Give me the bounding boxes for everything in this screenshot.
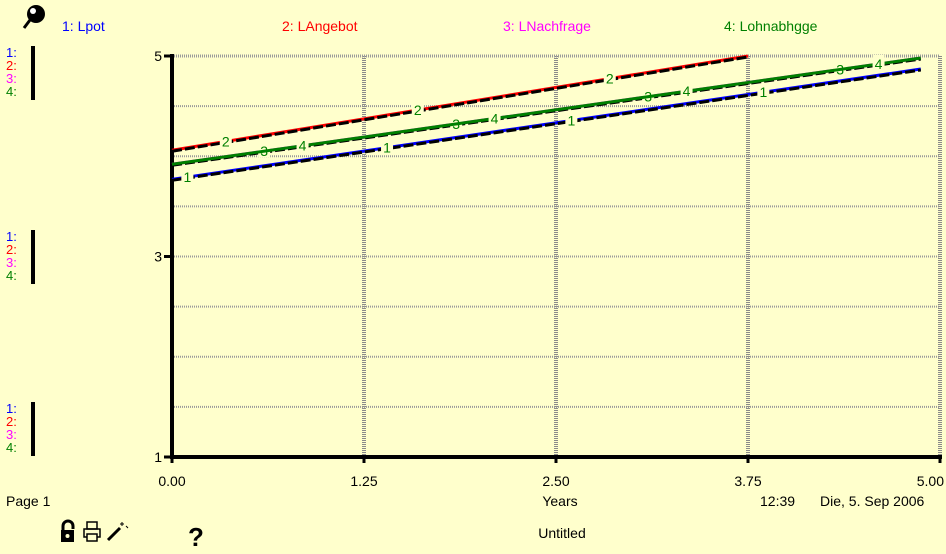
series-marker-4: 4 <box>299 138 307 154</box>
x-tick-label: 0.00 <box>158 473 185 489</box>
series-marker-bg <box>757 83 770 99</box>
series-marker-bg <box>680 82 693 98</box>
y-tick-label: 5 <box>154 48 162 64</box>
series-marker-bg <box>603 69 616 85</box>
series-marker-4: 4 <box>683 83 691 99</box>
x-tick-label: 3.75 <box>734 473 761 489</box>
series-marker-1: 1 <box>759 84 767 100</box>
series-line-2-dash <box>171 55 749 153</box>
y-tick-label: 1 <box>154 449 162 465</box>
series-marker-2: 2 <box>222 133 230 149</box>
page-label: Page 1 <box>6 493 51 509</box>
series-marker-bg <box>488 109 501 125</box>
pin-icon[interactable] <box>22 5 45 29</box>
series-marker-bg <box>565 111 578 127</box>
lock-icon[interactable] <box>61 519 75 542</box>
scale-marker: 2: <box>6 242 17 257</box>
document-title: Untitled <box>538 525 585 541</box>
scale-marker: 1: <box>6 229 17 244</box>
x-tick-label: 5.00 <box>917 473 944 489</box>
plot-area: 111122233334444 <box>164 54 942 463</box>
series-marker-bg <box>219 132 232 148</box>
legend-item-2[interactable]: 2: LAngebot <box>282 18 358 34</box>
legend-item-1[interactable]: 1: Lpot <box>62 18 105 34</box>
scale-marker: 1: <box>6 401 17 416</box>
scale-marker: 1: <box>6 45 17 60</box>
tick-labels: 5 3 1 0.00 1.25 2.50 3.75 5.00 <box>154 48 944 489</box>
x-axis-label: Years <box>542 493 577 509</box>
x-tick-label: 1.25 <box>350 473 377 489</box>
series-marker-2: 2 <box>414 102 422 118</box>
series-line-4 <box>171 56 922 166</box>
series-line-1-dash <box>171 68 922 182</box>
series-marker-bg <box>381 138 394 154</box>
series-marker-2: 2 <box>606 71 614 87</box>
print-icon[interactable] <box>83 521 101 542</box>
date-label: Die, 5. Sep 2006 <box>820 493 925 509</box>
magic-wand-icon[interactable] <box>106 522 129 542</box>
scale-marker: 4: <box>6 84 17 99</box>
scale-marker: 3: <box>6 255 17 270</box>
x-tick-label: 2.50 <box>542 473 569 489</box>
scale-marker: 4: <box>6 268 17 283</box>
scale-marker: 3: <box>6 71 17 86</box>
series-marker-bg <box>181 168 194 184</box>
scale-markers: 1:2:3:4:1:2:3:4:1:2:3:4: <box>6 45 35 456</box>
scale-marker: 2: <box>6 58 17 73</box>
series-marker-bg <box>411 101 424 117</box>
legend-item-4[interactable]: 4: Lohnabhgge <box>724 18 818 34</box>
scale-marker: 3: <box>6 427 17 442</box>
series-marker-4: 4 <box>875 56 883 72</box>
series-marker-1: 1 <box>567 112 575 128</box>
scale-marker: 4: <box>6 440 17 455</box>
series-marker-bg <box>296 136 309 152</box>
series-marker-bg <box>872 54 885 70</box>
time-label: 12:39 <box>760 493 795 509</box>
series-marker-1: 1 <box>383 140 391 156</box>
legend: 1: Lpot 2: LAngebot 3: LNachfrage 4: Loh… <box>62 18 818 34</box>
series-marker-1: 1 <box>183 169 191 185</box>
y-tick-label: 3 <box>154 249 162 265</box>
legend-item-3[interactable]: 3: LNachfrage <box>503 18 591 34</box>
scale-marker: 2: <box>6 414 17 429</box>
series-marker-4: 4 <box>491 110 499 126</box>
help-button[interactable]: ? <box>188 522 204 552</box>
